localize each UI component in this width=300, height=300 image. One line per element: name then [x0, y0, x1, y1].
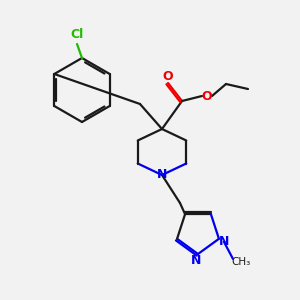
Text: N: N [157, 169, 167, 182]
Text: CH₃: CH₃ [231, 257, 250, 267]
Text: Cl: Cl [70, 28, 84, 40]
Text: O: O [202, 89, 212, 103]
Text: N: N [191, 254, 201, 266]
Text: N: N [219, 235, 229, 248]
Text: O: O [163, 70, 173, 83]
